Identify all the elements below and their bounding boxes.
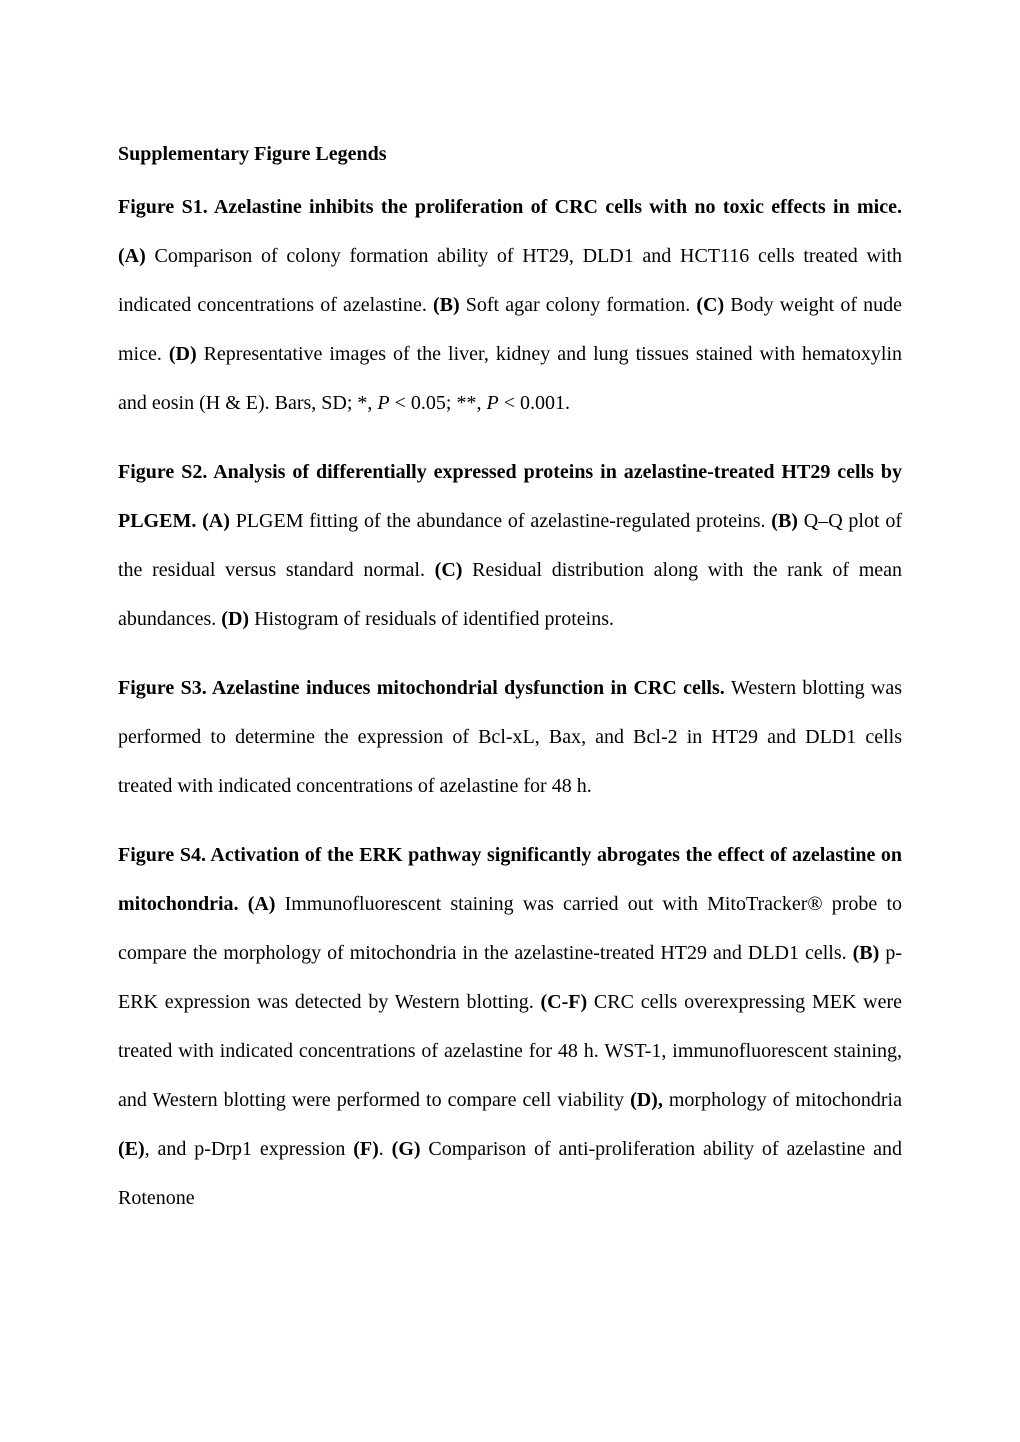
body-text: Histogram of residuals of identified pro… <box>254 608 614 630</box>
label-c: (C) <box>696 294 730 316</box>
figure-s2-legend: Figure S2. Analysis of differentially ex… <box>118 448 902 644</box>
label-c: (C) <box>435 559 472 581</box>
label-d: (D), <box>630 1089 663 1111</box>
label-b: (B) <box>433 294 466 316</box>
body-text: morphology of mitochondria <box>663 1089 902 1111</box>
figure-s3-title: Figure S3. Azelastine induces mitochondr… <box>118 677 731 699</box>
p-value-symbol: P <box>377 392 389 414</box>
label-d: (D) <box>221 608 254 630</box>
figure-s3-legend: Figure S3. Azelastine induces mitochondr… <box>118 664 902 811</box>
p-value-symbol: P <box>486 392 498 414</box>
label-b: (B) <box>771 510 803 532</box>
label-g: (G) <box>392 1138 429 1160</box>
body-text: < 0.05; **, <box>390 392 487 414</box>
figure-s4-legend: Figure S4. Activation of the ERK pathway… <box>118 831 902 1223</box>
body-text: . <box>379 1138 392 1160</box>
body-text: PLGEM fitting of the abundance of azelas… <box>236 510 772 532</box>
body-text: < 0.001. <box>499 392 570 414</box>
label-b: (B) <box>853 942 886 964</box>
section-heading: Supplementary Figure Legends <box>118 130 902 179</box>
figure-s1-legend: Figure S1. Azelastine inhibits the proli… <box>118 183 902 428</box>
body-text: Soft agar colony formation. <box>466 294 697 316</box>
label-cf: (C-F) <box>541 991 594 1013</box>
label-d: (D) <box>169 343 204 365</box>
label-e: (E) <box>118 1138 145 1160</box>
body-text: , and p-Drp1 expression <box>145 1138 354 1160</box>
label-f: (F) <box>353 1138 379 1160</box>
page-container: Supplementary Figure Legends Figure S1. … <box>0 0 1020 1442</box>
